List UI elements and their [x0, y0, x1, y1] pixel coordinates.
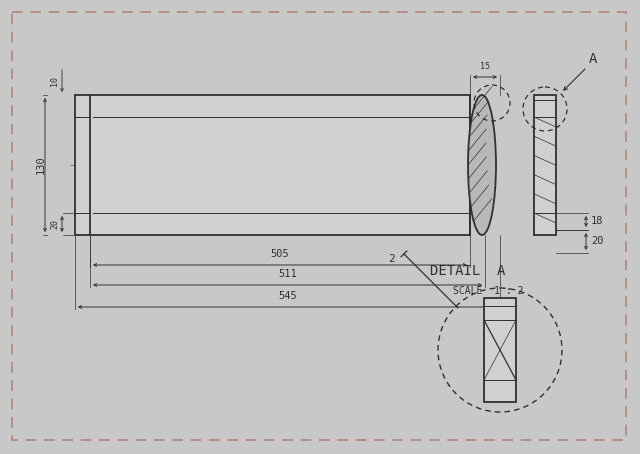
- Ellipse shape: [468, 95, 496, 235]
- Text: 545: 545: [278, 291, 297, 301]
- Text: DETAIL  A: DETAIL A: [430, 264, 506, 278]
- Text: 20: 20: [50, 219, 59, 229]
- Text: A: A: [589, 52, 597, 66]
- Text: SCALE  1 : 2: SCALE 1 : 2: [453, 286, 524, 296]
- Polygon shape: [534, 95, 556, 235]
- Text: 10: 10: [50, 76, 59, 86]
- Text: 18: 18: [591, 217, 604, 227]
- Text: 15: 15: [480, 62, 490, 71]
- Text: 130: 130: [36, 156, 46, 174]
- Text: 20: 20: [591, 237, 604, 247]
- Text: 511: 511: [278, 269, 297, 279]
- Polygon shape: [484, 298, 516, 402]
- Text: 505: 505: [271, 249, 289, 259]
- Text: 2: 2: [388, 254, 396, 264]
- Polygon shape: [75, 95, 470, 235]
